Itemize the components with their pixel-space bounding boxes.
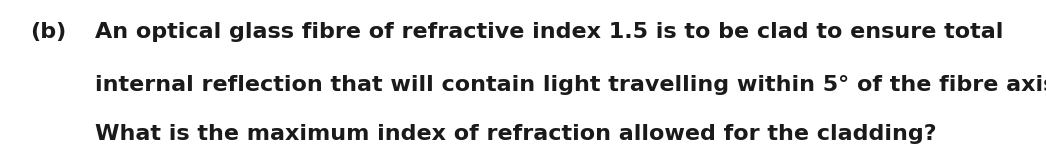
Text: An optical glass fibre of refractive index 1.5 is to be clad to ensure total: An optical glass fibre of refractive ind…: [95, 22, 1003, 42]
Text: What is the maximum index of refraction allowed for the cladding?: What is the maximum index of refraction …: [95, 124, 936, 144]
Text: (b): (b): [30, 22, 66, 42]
Text: internal reflection that will contain light travelling within 5° of the fibre ax: internal reflection that will contain li…: [95, 75, 1046, 95]
